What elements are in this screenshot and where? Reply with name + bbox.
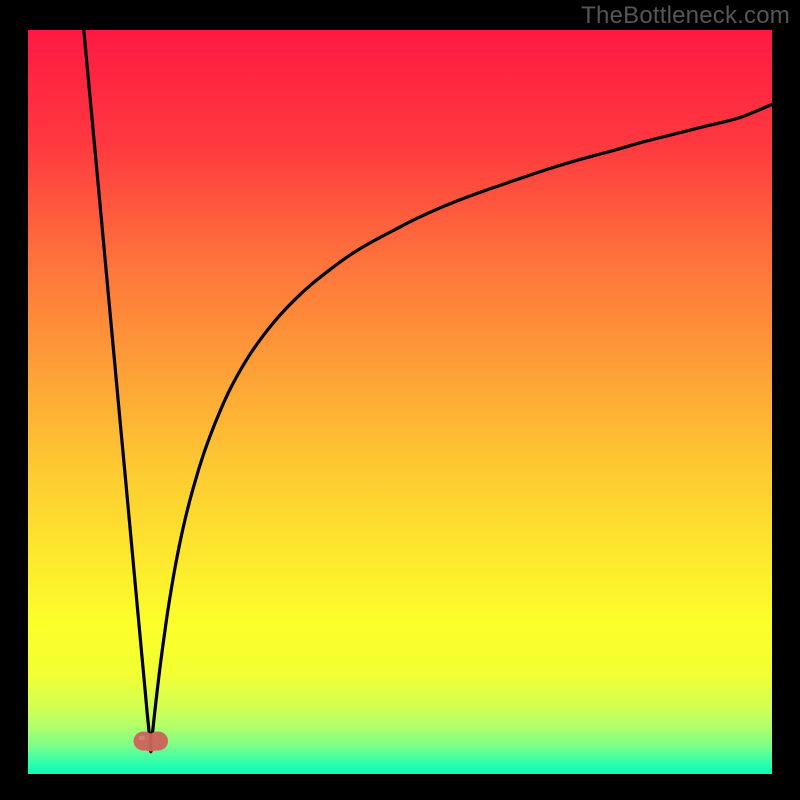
plot-frame — [28, 30, 772, 774]
root-container: { "watermark": { "text": "TheBottleneck.… — [0, 0, 800, 800]
minimum-heart-marker — [133, 731, 168, 751]
watermark-text: TheBottleneck.com — [581, 2, 790, 30]
plot-svg — [28, 30, 772, 774]
gradient-bg — [28, 30, 772, 774]
